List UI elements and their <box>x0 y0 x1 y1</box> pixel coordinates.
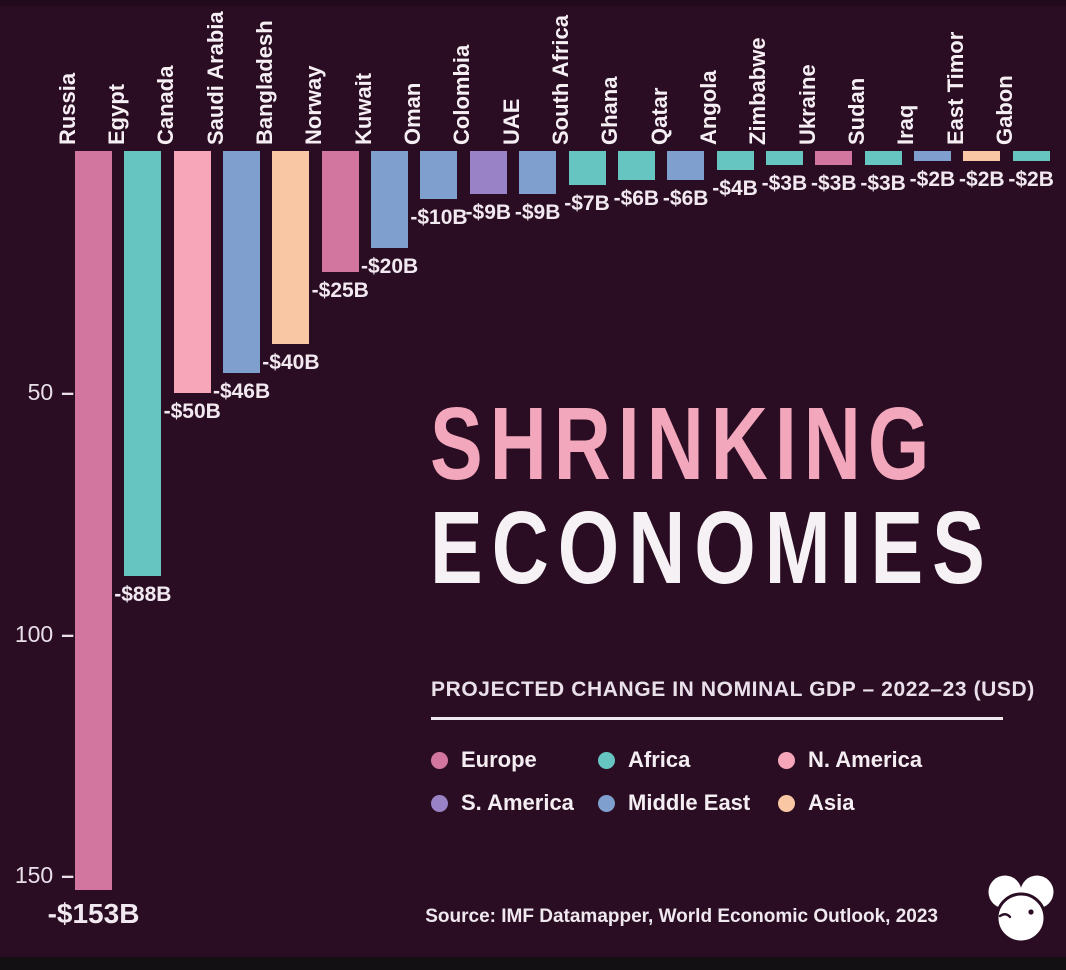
bar-oman <box>420 151 458 200</box>
legend-item-asia: Asia <box>778 790 1031 816</box>
value-label-ghana: -$6B <box>613 186 660 210</box>
bar-qatar <box>667 151 705 180</box>
tick-mark: – <box>61 379 74 405</box>
bar-east-timor <box>963 151 1001 161</box>
country-label-uae: UAE <box>498 98 524 145</box>
country-label-egypt: Egypt <box>103 83 129 145</box>
bar-norway <box>321 151 359 272</box>
bar-saudi-arabia <box>223 151 261 374</box>
bar-south-africa <box>568 151 606 185</box>
legend-dot-africa <box>598 751 615 769</box>
bar-sudan <box>864 151 902 166</box>
legend-label: Asia <box>808 790 855 815</box>
legend-label: Africa <box>628 747 691 772</box>
value-label-egypt: -$88B <box>114 583 172 607</box>
country-label-zimbabwe: Zimbabwe <box>745 37 771 145</box>
bar-egypt <box>124 151 162 577</box>
value-label-russia: -$153B <box>47 897 140 929</box>
country-label-colombia: Colombia <box>449 44 475 145</box>
title-line-2: ECONOMIES <box>430 489 994 606</box>
value-label-colombia: -$9B <box>465 201 512 225</box>
bar-zimbabwe <box>765 151 803 166</box>
legend-label: S. America <box>461 790 574 815</box>
value-label-uae: -$9B <box>514 201 561 225</box>
country-label-norway: Norway <box>301 65 327 145</box>
legend-label: N. America <box>808 747 923 772</box>
country-label-ukraine: Ukraine <box>794 64 820 145</box>
value-label-south-africa: -$7B <box>564 191 610 215</box>
tick-mark: – <box>61 862 74 888</box>
tick-label: 150 <box>14 862 54 888</box>
legend-item-europe: Europe <box>431 747 598 773</box>
value-label-qatar: -$6B <box>662 186 709 210</box>
bar-uae <box>519 151 557 195</box>
tick-label: 100 <box>14 620 54 647</box>
country-label-oman: Oman <box>399 82 425 145</box>
country-label-angola: Angola <box>696 70 722 145</box>
legend-dot-s-america <box>431 794 448 812</box>
title-line-1: SHRINKING <box>430 385 937 502</box>
country-label-kuwait: Kuwait <box>350 72 376 145</box>
value-label-canada: -$50B <box>163 399 221 423</box>
value-label-bangladesh: -$40B <box>262 351 320 375</box>
legend-label: Europe <box>461 747 537 772</box>
legend-dot-europe <box>431 751 448 769</box>
value-label-ukraine: -$3B <box>810 172 857 196</box>
tick-label: 50 <box>27 379 54 405</box>
source-note: Source: IMF Datamapper, World Economic O… <box>425 906 938 927</box>
country-label-iraq: Iraq <box>893 104 919 145</box>
value-label-gabon: -$2B <box>1008 167 1054 191</box>
legend-item-middle-east: Middle East <box>598 790 778 816</box>
country-label-saudi-arabia: Saudi Arabia <box>202 11 228 145</box>
legend-dot-n-america <box>778 751 795 769</box>
bar-ghana <box>617 151 655 180</box>
value-label-east-timor: -$2B <box>959 167 1005 191</box>
legend: Europe Africa N. America S. America Middle E… <box>431 747 1031 816</box>
legend-item-s-america: S. America <box>431 790 598 816</box>
bar-canada <box>173 151 211 393</box>
value-label-zimbabwe: -$3B <box>761 172 808 196</box>
voronoi-logo-icon <box>986 872 1056 951</box>
country-label-russia: Russia <box>54 72 80 145</box>
value-label-iraq: -$2B <box>909 167 956 191</box>
bar-iraq <box>913 151 951 161</box>
legend-dot-middle-east <box>598 794 615 812</box>
country-label-south-africa: South Africa <box>548 15 573 145</box>
value-label-saudi-arabia: -$46B <box>212 380 271 404</box>
legend-item-n-america: N. America <box>778 747 1031 773</box>
legend-label: Middle East <box>628 790 751 815</box>
bottom-edge-strip <box>0 957 1066 970</box>
subtitle-divider <box>431 717 1003 720</box>
legend-dot-asia <box>778 794 795 812</box>
y-axis-tick-100: 100– <box>0 620 74 648</box>
value-label-norway: -$25B <box>311 278 369 302</box>
bar-kuwait <box>371 151 409 248</box>
country-label-qatar: Qatar <box>646 87 672 145</box>
value-label-oman: -$10B <box>410 206 468 230</box>
value-label-kuwait: -$20B <box>360 254 419 278</box>
value-label-angola: -$4B <box>712 177 758 201</box>
top-edge-strip <box>0 0 1066 6</box>
country-label-sudan: Sudan <box>844 77 870 145</box>
bar-gabon <box>1012 151 1050 161</box>
bar-russia <box>75 151 112 890</box>
chart-subtitle: PROJECTED CHANGE IN NOMINAL GDP – 2022–2… <box>431 678 1035 701</box>
bar-colombia <box>469 151 507 195</box>
y-axis-tick-50: 50– <box>0 379 74 407</box>
legend-item-africa: Africa <box>598 747 778 773</box>
bar-bangladesh <box>272 151 310 345</box>
value-label-sudan: -$3B <box>860 172 906 196</box>
country-label-bangladesh: Bangladesh <box>251 20 277 145</box>
country-label-gabon: Gabon <box>992 75 1018 145</box>
tick-mark: – <box>61 620 74 647</box>
bar-ukraine <box>815 151 853 166</box>
country-label-canada: Canada <box>153 65 179 145</box>
y-axis-tick-150: 150– <box>0 862 74 890</box>
bar-angola <box>716 151 754 171</box>
country-label-east-timor: East Timor <box>942 31 968 145</box>
country-label-ghana: Ghana <box>597 76 623 145</box>
